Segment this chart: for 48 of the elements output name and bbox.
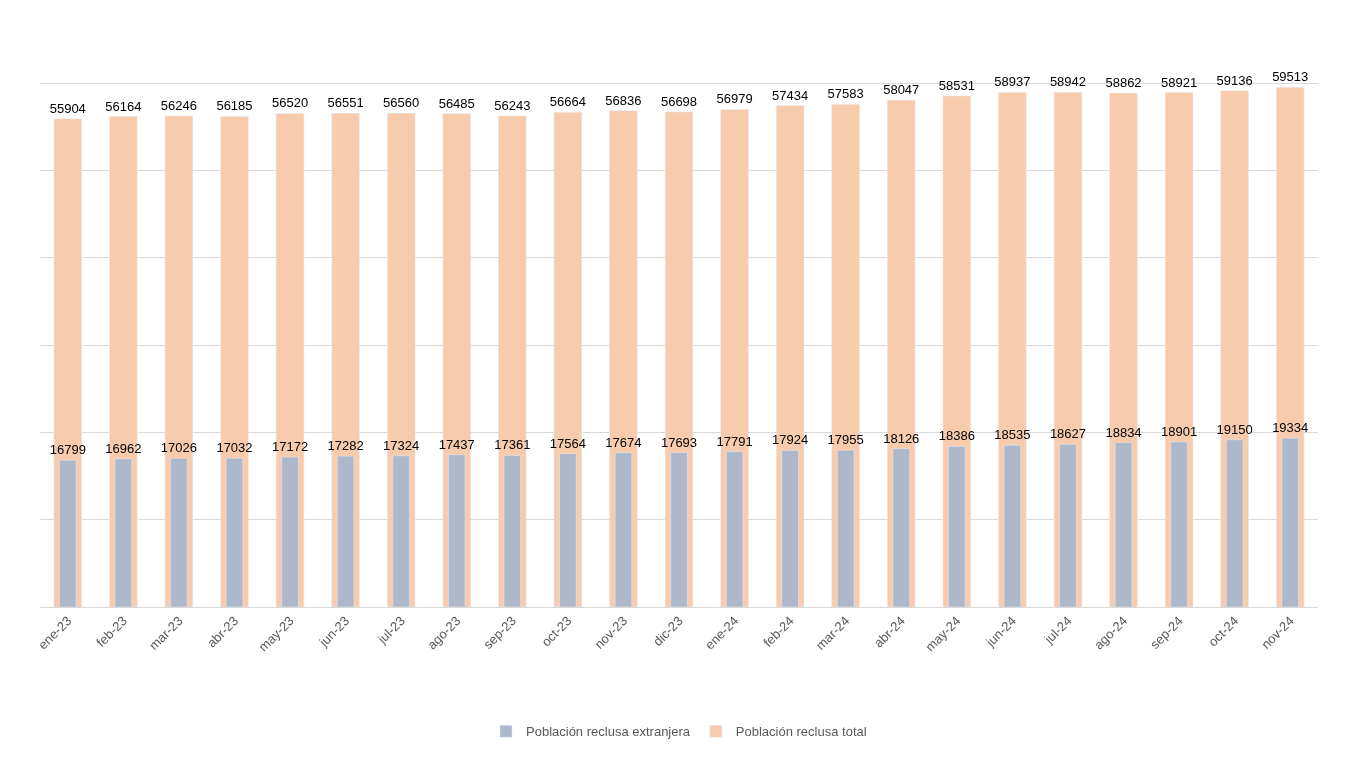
data-label: 16799 — [49, 442, 86, 458]
data-label: 56520 — [271, 95, 309, 111]
legend-label: Población reclusa extranjera — [526, 724, 691, 740]
data-label: 17361 — [494, 437, 531, 453]
data-label: 58937 — [994, 74, 1031, 90]
data-label: 56560 — [383, 95, 420, 111]
data-label: 56979 — [716, 91, 753, 107]
data-label: 17564 — [549, 435, 586, 451]
data-label: 59513 — [1272, 69, 1309, 85]
data-label: 18126 — [883, 430, 920, 446]
data-label: 17437 — [438, 436, 475, 452]
data-label: 18386 — [938, 428, 975, 444]
data-label: 56836 — [605, 92, 642, 108]
data-label: 17282 — [327, 438, 364, 454]
data-label: 58942 — [1049, 74, 1087, 90]
data-label: 56164 — [105, 98, 142, 114]
data-label: 19150 — [1216, 421, 1253, 437]
data-label: 17693 — [660, 434, 698, 450]
data-label: 57583 — [827, 86, 864, 102]
data-label: 16962 — [105, 440, 142, 456]
data-label: 17172 — [271, 439, 309, 455]
data-label: 58921 — [1161, 74, 1198, 90]
data-label: 56664 — [549, 94, 586, 110]
data-label: 56485 — [438, 95, 475, 111]
data-label: 56185 — [216, 98, 253, 114]
data-label: 17032 — [216, 440, 253, 456]
data-label: 18627 — [1049, 426, 1087, 442]
data-label: 58862 — [1105, 75, 1142, 91]
data-label: 58531 — [938, 77, 975, 93]
data-label: 55904 — [49, 100, 86, 116]
data-label: 17955 — [827, 432, 864, 448]
data-label: 17324 — [383, 437, 420, 453]
data-label: 56246 — [160, 97, 197, 113]
data-label: 56243 — [494, 97, 531, 113]
data-label: 19334 — [1272, 420, 1309, 436]
data-label: 56698 — [660, 93, 698, 109]
data-label: 59136 — [1216, 72, 1253, 88]
data-label: 17026 — [160, 440, 197, 456]
data-label: 17924 — [772, 432, 809, 448]
legend-label: Población reclusa total — [735, 724, 867, 740]
data-label: 18535 — [994, 427, 1031, 443]
data-label: 17674 — [605, 434, 642, 450]
data-label: 57434 — [772, 87, 809, 103]
data-label: 18901 — [1161, 423, 1198, 439]
data-label: 56551 — [327, 95, 364, 111]
data-label: 58047 — [883, 82, 920, 98]
data-label: 17791 — [716, 433, 753, 449]
data-label: 18834 — [1105, 424, 1142, 440]
